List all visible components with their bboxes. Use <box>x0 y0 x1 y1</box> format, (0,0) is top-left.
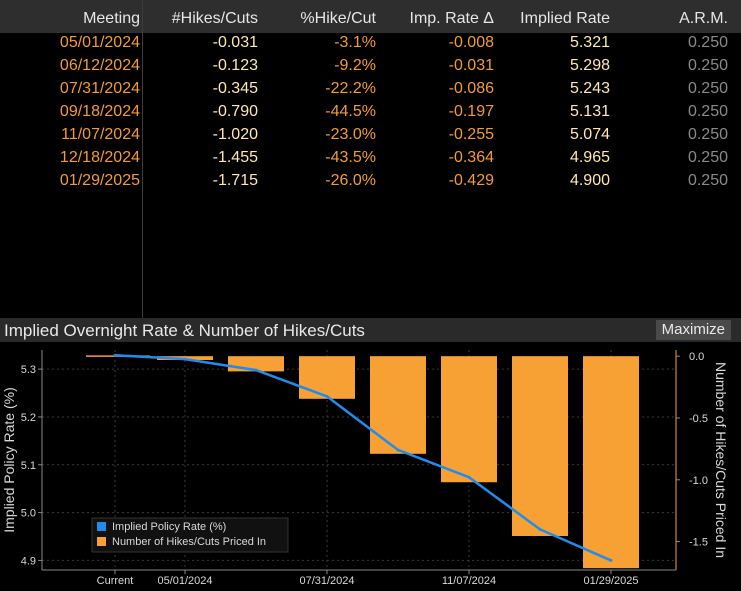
left-tick-label: 5.0 <box>21 508 36 520</box>
line-implied-rate <box>114 354 612 562</box>
arm-value: 0.250 <box>687 57 728 74</box>
hikes-cuts-value: -0.031 <box>212 34 258 51</box>
rate-point <box>396 448 400 452</box>
table-row[interactable]: 07/31/2024 -0.345 -22.2% -0.086 5.243 0.250 <box>0 79 741 102</box>
imp-rate-delta-value: -0.197 <box>448 103 494 120</box>
rate-point <box>183 357 187 361</box>
bar-hikes-cuts <box>441 356 497 483</box>
header-implied-rate[interactable]: Implied Rate <box>520 10 610 27</box>
implied-rate-value: 4.965 <box>569 149 610 166</box>
bar-hikes-cuts <box>512 356 568 537</box>
maximize-button[interactable]: Maximize <box>655 320 731 340</box>
hikes-cuts-value: -0.123 <box>212 57 258 74</box>
pct-hike-cut-value: -3.1% <box>334 34 376 51</box>
table-row[interactable]: 05/01/2024 -0.031 -3.1% -0.008 5.321 0.250 <box>0 33 741 56</box>
right-tick-label: -0.5 <box>689 413 708 425</box>
arm-value: 0.250 <box>687 149 728 166</box>
header-imp-rate-delta[interactable]: Imp. Rate Δ <box>409 10 495 27</box>
legend-label-rate: Implied Policy Rate (%) <box>112 521 226 533</box>
imp-rate-delta-value: -0.086 <box>448 80 494 97</box>
right-tick-label: -1.5 <box>689 537 708 549</box>
bar-hikes-cuts <box>370 356 426 454</box>
arm-value: 0.250 <box>687 103 728 120</box>
rate-point <box>538 527 542 531</box>
legend-label-hikes: Number of Hikes/Cuts Priced In <box>112 536 266 548</box>
left-tick-label: 4.9 <box>21 555 36 567</box>
arm-value: 0.250 <box>687 80 728 97</box>
left-axis-title: Implied Policy Rate (%) <box>1 387 17 533</box>
imp-rate-delta-value: -0.255 <box>448 126 494 143</box>
left-tick-label: 5.1 <box>21 460 36 472</box>
hikes-cuts-value: -1.455 <box>212 149 258 166</box>
pct-hike-cut-value: -43.5% <box>325 149 376 166</box>
hikes-cuts-value: -0.345 <box>212 80 258 97</box>
x-tick-label: Current <box>97 575 134 587</box>
pct-hike-cut-value: -23.0% <box>325 126 376 143</box>
header-arm[interactable]: A.R.M. <box>679 10 728 27</box>
header-pct-hike-cut[interactable]: %Hike/Cut <box>300 10 376 27</box>
pct-hike-cut-value: -26.0% <box>325 172 376 189</box>
x-tick-label: 01/29/2025 <box>583 575 638 587</box>
hikes-cuts-value: -1.715 <box>212 172 258 189</box>
meeting-date: 05/01/2024 <box>59 34 140 51</box>
rate-point <box>467 475 471 479</box>
table-header-row: Meeting #Hikes/Cuts %Hike/Cut Imp. Rate … <box>0 0 741 33</box>
implied-rate-value: 5.131 <box>569 103 610 120</box>
table-row[interactable]: 12/18/2024 -1.455 -43.5% -0.364 4.965 0.250 <box>0 148 741 171</box>
pct-hike-cut-value: -9.2% <box>334 57 376 74</box>
column-divider <box>142 0 143 318</box>
left-tick-label: 5.2 <box>21 412 36 424</box>
table-row[interactable]: 09/18/2024 -0.790 -44.5% -0.197 5.131 0.250 <box>0 102 741 125</box>
implied-rate-value: 4.900 <box>569 172 610 189</box>
hikes-cuts-value: -1.020 <box>212 126 258 143</box>
meeting-date: 07/31/2024 <box>59 80 140 97</box>
legend-swatch-hikes <box>97 537 106 546</box>
meeting-date: 01/29/2025 <box>59 172 140 189</box>
table-row[interactable]: 06/12/2024 -0.123 -9.2% -0.031 5.298 0.250 <box>0 56 741 79</box>
chart-title: Implied Overnight Rate & Number of Hikes… <box>4 321 365 340</box>
meeting-date: 06/12/2024 <box>59 57 140 74</box>
rate-point <box>609 558 613 562</box>
implied-rate-value: 5.321 <box>569 34 610 51</box>
implied-rate-value: 5.074 <box>569 126 610 143</box>
implied-rate-value: 5.243 <box>569 80 610 97</box>
arm-value: 0.250 <box>687 34 728 51</box>
x-tick-label: 11/07/2024 <box>442 575 496 587</box>
meeting-date: 09/18/2024 <box>59 103 140 120</box>
table-row[interactable]: 11/07/2024 -1.020 -23.0% -0.255 5.074 0.250 <box>0 125 741 148</box>
left-tick-label: 5.3 <box>21 364 36 376</box>
arm-value: 0.250 <box>687 172 728 189</box>
imp-rate-delta-value: -0.031 <box>448 57 494 74</box>
bar-hikes-cuts <box>299 356 355 399</box>
right-tick-label: -1.0 <box>689 475 708 487</box>
legend-swatch-rate <box>97 522 106 531</box>
meeting-date: 11/07/2024 <box>61 126 140 143</box>
pct-hike-cut-value: -44.5% <box>325 103 376 120</box>
header-meeting[interactable]: Meeting <box>83 10 140 27</box>
pct-hike-cut-value: -22.2% <box>325 80 376 97</box>
arm-value: 0.250 <box>687 126 728 143</box>
right-tick-label: 0.0 <box>689 351 704 363</box>
x-tick-label: 07/31/2024 <box>299 575 354 587</box>
imp-rate-delta-value: -0.364 <box>448 149 494 166</box>
implied-rate-value: 5.298 <box>569 57 610 74</box>
table-row[interactable]: 01/29/2025 -1.715 -26.0% -0.429 4.900 0.250 <box>0 171 741 194</box>
chart-title-bar: Implied Overnight Rate & Number of Hikes… <box>0 318 741 342</box>
bar-hikes-cuts <box>583 356 639 569</box>
rate-hikes-chart: 5.3 5.2 5.1 5.0 4.9 0.0 -0.5 -1.0 -1.5 Current 05/… <box>1 350 729 587</box>
rate-point <box>325 394 329 398</box>
rate-point <box>113 353 117 357</box>
hikes-cuts-value: -0.790 <box>212 103 258 120</box>
header-hikes-cuts[interactable]: #Hikes/Cuts <box>171 10 258 27</box>
rate-point <box>254 368 258 372</box>
imp-rate-delta-value: -0.429 <box>448 172 494 189</box>
imp-rate-delta-value: -0.008 <box>448 34 494 51</box>
meeting-date: 12/18/2024 <box>59 149 140 166</box>
legend-box <box>91 517 289 553</box>
x-tick-label: 05/01/2024 <box>157 575 212 587</box>
right-axis-title: Number of Hikes/Cuts Priced In <box>713 362 729 558</box>
meeting-table: Meeting #Hikes/Cuts %Hike/Cut Imp. Rate … <box>0 0 741 319</box>
